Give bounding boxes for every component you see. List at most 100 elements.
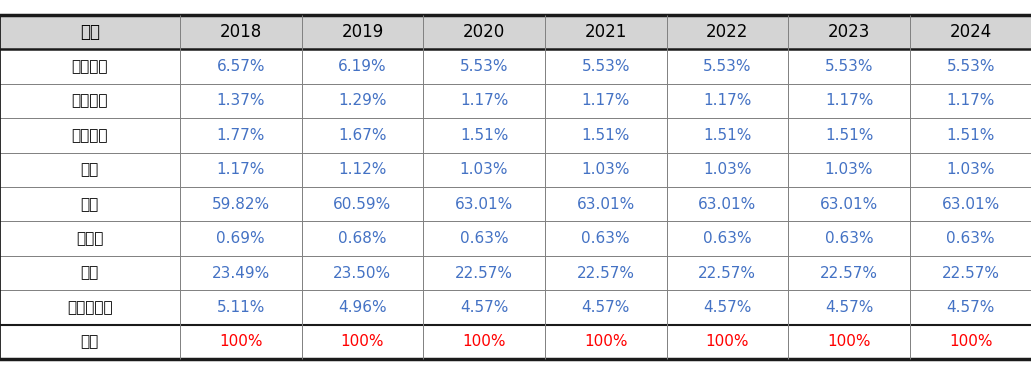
Bar <box>544 325 666 359</box>
Bar <box>666 187 788 221</box>
Bar <box>544 49 666 84</box>
Bar <box>0 325 180 359</box>
Bar <box>424 49 544 84</box>
Bar <box>909 221 1031 256</box>
Text: 1.17%: 1.17% <box>825 94 873 108</box>
Bar <box>0 187 180 221</box>
Bar <box>788 187 909 221</box>
Bar <box>424 84 544 118</box>
Bar <box>788 221 909 256</box>
Text: 1.17%: 1.17% <box>460 94 508 108</box>
Bar <box>424 15 544 49</box>
Bar <box>909 256 1031 290</box>
Bar <box>0 256 180 290</box>
Bar <box>424 187 544 221</box>
Bar <box>544 221 666 256</box>
Text: 63.01%: 63.01% <box>455 197 513 212</box>
Bar <box>180 118 301 153</box>
Text: 농림어업: 농림어업 <box>71 59 108 74</box>
Bar <box>424 325 544 359</box>
Bar <box>302 290 424 325</box>
Bar <box>302 221 424 256</box>
Bar <box>180 49 301 84</box>
Text: 2021: 2021 <box>585 23 627 41</box>
Bar <box>0 84 180 118</box>
Bar <box>180 15 301 49</box>
Bar <box>302 256 424 290</box>
Bar <box>788 256 909 290</box>
Bar <box>180 256 301 290</box>
Text: 100%: 100% <box>584 334 628 349</box>
Text: 1.51%: 1.51% <box>703 128 752 143</box>
Text: 공공및기타: 공공및기타 <box>67 300 112 315</box>
Bar <box>0 118 180 153</box>
Bar <box>909 84 1031 118</box>
Text: 4.57%: 4.57% <box>460 300 508 315</box>
Text: 2019: 2019 <box>341 23 384 41</box>
Text: 5.11%: 5.11% <box>217 300 265 315</box>
Text: 0.63%: 0.63% <box>825 231 873 246</box>
Text: 63.01%: 63.01% <box>820 197 878 212</box>
Text: 5.53%: 5.53% <box>703 59 752 74</box>
Text: 63.01%: 63.01% <box>698 197 757 212</box>
Text: 제지목재: 제지목재 <box>71 128 108 143</box>
Bar <box>666 325 788 359</box>
Bar <box>909 49 1031 84</box>
Text: 1.03%: 1.03% <box>460 162 508 177</box>
Text: 0.69%: 0.69% <box>217 231 265 246</box>
Text: 1.17%: 1.17% <box>946 94 995 108</box>
Bar <box>788 325 909 359</box>
Bar <box>909 153 1031 187</box>
Bar <box>666 290 788 325</box>
Bar <box>544 84 666 118</box>
Bar <box>666 49 788 84</box>
Text: 1.12%: 1.12% <box>338 162 387 177</box>
Bar <box>544 118 666 153</box>
Bar <box>302 118 424 153</box>
Text: 4.57%: 4.57% <box>703 300 752 315</box>
Text: 음식료품: 음식료품 <box>71 94 108 108</box>
Text: 0.63%: 0.63% <box>946 231 995 246</box>
Bar <box>909 325 1031 359</box>
Bar <box>544 15 666 49</box>
Bar <box>788 49 909 84</box>
Text: 100%: 100% <box>827 334 871 349</box>
Bar <box>788 84 909 118</box>
Text: 100%: 100% <box>340 334 385 349</box>
Text: 1.51%: 1.51% <box>825 128 873 143</box>
Bar <box>0 153 180 187</box>
Text: 4.96%: 4.96% <box>338 300 387 315</box>
Text: 0.63%: 0.63% <box>460 231 508 246</box>
Text: 2020: 2020 <box>463 23 505 41</box>
Bar <box>788 15 909 49</box>
Bar <box>424 290 544 325</box>
Text: 23.50%: 23.50% <box>333 266 392 280</box>
Bar <box>0 15 180 49</box>
Text: 합계: 합계 <box>80 334 99 349</box>
Bar <box>666 153 788 187</box>
Bar <box>424 153 544 187</box>
Bar <box>666 221 788 256</box>
Text: 1.29%: 1.29% <box>338 94 387 108</box>
Text: 1.03%: 1.03% <box>946 162 995 177</box>
Text: 4.57%: 4.57% <box>581 300 630 315</box>
Text: 5.53%: 5.53% <box>460 59 508 74</box>
Bar <box>0 221 180 256</box>
Text: 산업: 산업 <box>79 23 100 41</box>
Text: 22.57%: 22.57% <box>820 266 878 280</box>
Bar <box>666 84 788 118</box>
Text: 6.19%: 6.19% <box>338 59 387 74</box>
Text: 59.82%: 59.82% <box>211 197 270 212</box>
Text: 2023: 2023 <box>828 23 870 41</box>
Bar <box>666 118 788 153</box>
Bar <box>180 290 301 325</box>
Bar <box>544 153 666 187</box>
Bar <box>424 221 544 256</box>
Text: 22.57%: 22.57% <box>698 266 757 280</box>
Text: 60.59%: 60.59% <box>333 197 392 212</box>
Bar <box>302 187 424 221</box>
Text: 5.53%: 5.53% <box>825 59 873 74</box>
Text: 2018: 2018 <box>220 23 262 41</box>
Bar <box>788 290 909 325</box>
Text: 건설업: 건설업 <box>76 231 103 246</box>
